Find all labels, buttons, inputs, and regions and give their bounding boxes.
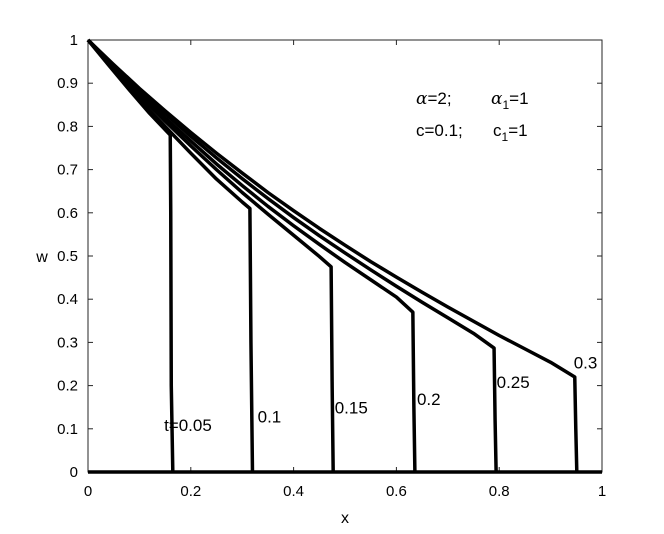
curve-label-5: 0.25: [497, 373, 530, 392]
curve-label-3: 0.15: [335, 399, 368, 418]
y-tick-label: 0.7: [57, 162, 78, 179]
series-line-3: [86, 38, 335, 473]
svg-text:α1=1: α1=1: [491, 89, 529, 112]
alpha1-symbol: α: [491, 89, 503, 109]
svg-text:c1=1: c1=1: [493, 121, 528, 144]
series-line-4: [86, 38, 417, 473]
c1-symbol: c: [493, 121, 502, 140]
x-tick-label: 0.8: [489, 483, 510, 500]
x-axis-label: x: [341, 510, 349, 527]
x-tick-label: 0.4: [283, 483, 304, 500]
curve-label-4: 0.2: [417, 390, 441, 409]
y-tick-label: 0.6: [57, 205, 78, 222]
y-tick-label: 0.2: [57, 378, 78, 395]
y-axis-label: w: [35, 249, 48, 266]
labels-layer: t=0.05 0.1 0.15 0.2 0.25 0.3: [164, 353, 597, 435]
y-tick-label: 0.8: [57, 118, 78, 135]
curve-label-1: t=0.05: [164, 416, 212, 435]
y-tick-label: 1: [70, 32, 78, 49]
plot-area: [87, 39, 603, 473]
c1-value: =1: [508, 121, 527, 140]
curve-label-6: 0.3: [574, 353, 598, 372]
y-tick-label: 0.9: [57, 75, 78, 92]
series-line-2: [86, 38, 255, 473]
y-tick-label: 0: [70, 464, 78, 481]
series-line-5: [86, 38, 498, 473]
x-tick-label: 0.2: [180, 483, 201, 500]
y-tick-label: 0.4: [57, 291, 78, 308]
svg-text:α=2;: α=2;: [416, 89, 452, 109]
y-tick-label: 0.3: [57, 334, 78, 351]
x-tick-label: 1: [598, 483, 606, 500]
alpha-symbol: α: [416, 89, 428, 109]
alpha1-subscript: 1: [502, 98, 509, 112]
parameter-annotation: α=2; α1=1 c=0.1; c1=1: [416, 89, 529, 144]
alpha-value: =2;: [427, 89, 451, 108]
c-value: c=0.1;: [416, 121, 463, 140]
y-tick-label: 0.5: [57, 248, 78, 265]
y-tick-label: 0.1: [57, 421, 78, 438]
series-line-6: [86, 38, 579, 473]
x-tick-label: 0.6: [386, 483, 407, 500]
c1-subscript: 1: [502, 130, 509, 144]
alpha1-value: =1: [509, 89, 528, 108]
ticks: 0 0.2 0.4 0.6 0.8 1 0 0.1 0.2 0.3 0.4 0.5 0.6 0.7 0.8 0…: [57, 32, 606, 500]
x-tick-label: 0: [84, 483, 92, 500]
curve-label-2: 0.1: [258, 407, 282, 426]
series-layer: [86, 38, 602, 474]
